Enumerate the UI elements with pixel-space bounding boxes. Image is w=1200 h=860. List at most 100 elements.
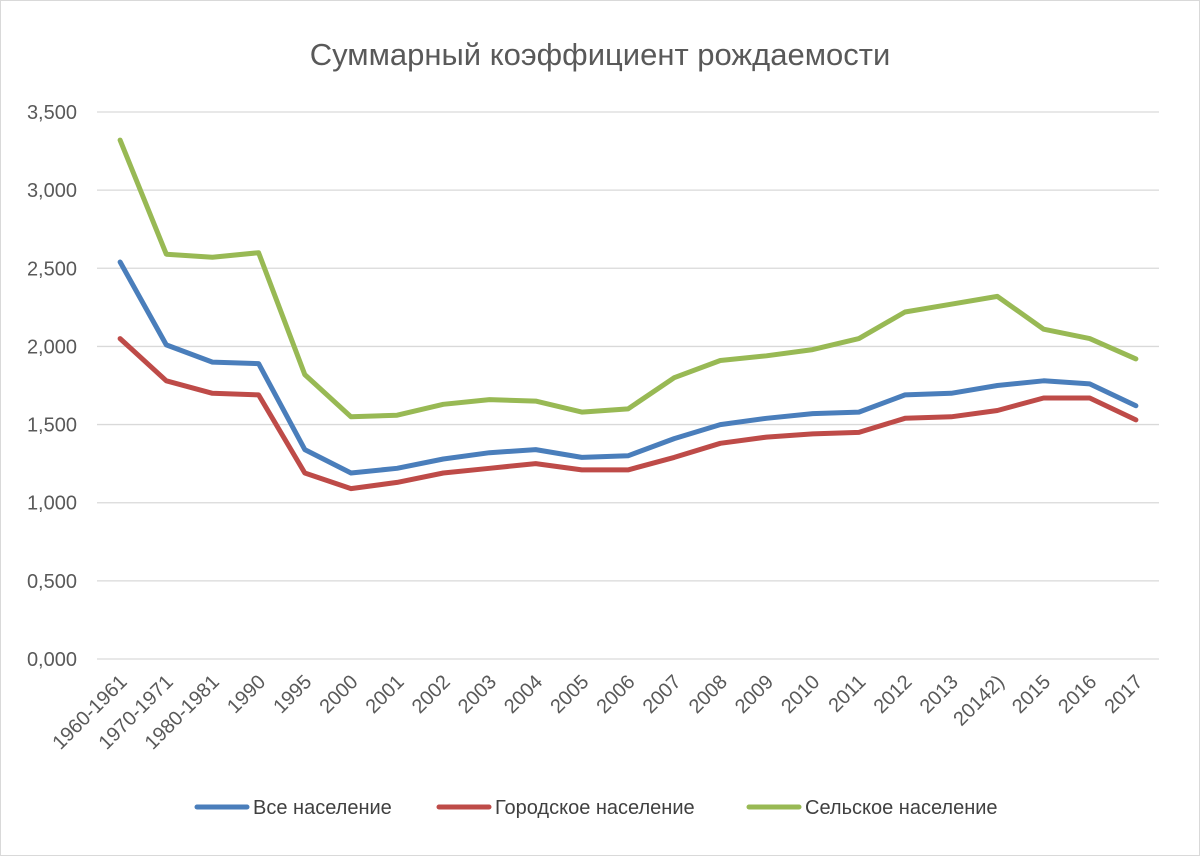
x-tick-label: 2012 [870,671,917,718]
y-tick-label: 1,500 [27,415,77,437]
data-point [996,295,999,298]
data-point [303,471,306,475]
x-tick-label: 2016 [1054,671,1101,718]
data-point [442,471,445,475]
data-point [534,462,537,465]
data-point [349,487,353,490]
data-point [349,415,353,418]
x-tick-label: 2000 [315,671,362,718]
data-point [395,467,399,470]
data-point [857,337,861,340]
data-point [765,435,768,439]
data-point [580,410,584,414]
x-tick-label: 2008 [685,671,732,718]
data-point [257,362,260,365]
y-tick-label: 0,500 [27,571,77,593]
data-point [765,417,768,420]
x-tick-label: 2004 [500,671,547,718]
data-point [626,454,630,458]
chart-title: Суммарный коэффициент рождаемости [310,37,891,72]
data-point [1042,396,1045,400]
data-point [534,399,537,403]
series-line-3 [117,137,1139,420]
x-tick-label: 2001 [362,671,409,718]
x-tick-label: 1990 [223,671,270,718]
y-tick-label: 3,500 [27,102,77,124]
y-tick-label: 0,000 [27,649,77,671]
y-tick-label: 3,000 [27,180,77,202]
data-point [1088,396,1091,400]
data-point [534,448,537,451]
data-point [719,423,722,426]
data-point [118,337,122,340]
data-point [165,379,168,383]
data-point [211,392,214,395]
data-point [118,138,122,142]
data-point [1134,357,1138,361]
data-point [1042,379,1045,383]
legend-label: Сельское население [805,797,998,819]
data-point [672,456,676,459]
y-tick-label: 1,000 [27,493,77,515]
x-tick-label: 2010 [777,671,824,718]
data-point [488,451,491,454]
data-point [257,393,260,397]
y-tick-label: 2,000 [27,336,77,358]
data-point [626,407,630,411]
series-line-2 [117,336,1139,492]
x-tick-label: 1995 [269,671,316,718]
data-point [165,343,168,347]
data-point [211,256,214,259]
data-point [580,468,584,472]
x-tick-label: 2005 [546,671,593,718]
legend-label: Городское население [495,797,695,819]
data-point [1134,404,1138,408]
x-tick-label: 2017 [1100,671,1147,718]
series-lines [117,137,1139,492]
data-point [950,415,953,418]
data-point [950,392,953,395]
data-point [811,348,814,351]
data-point [118,260,122,264]
data-point [488,467,491,470]
data-point [303,373,306,376]
data-point [165,253,168,256]
data-point [857,431,861,434]
data-point [996,409,999,412]
x-tick-label: 20142) [949,671,1009,731]
data-point [903,417,907,420]
data-point [903,393,907,397]
data-point [626,468,630,472]
legend: Все население Городское население Сельское… [194,797,998,819]
x-tick-label: 2007 [639,671,686,718]
data-point [811,432,814,436]
data-point [996,384,999,387]
data-point [765,354,768,358]
data-point [442,457,445,461]
data-point [903,310,907,314]
x-tick-label: 2011 [824,671,870,717]
data-point [1088,382,1091,386]
x-tick-label: 2015 [1008,671,1055,718]
legend-label: Все население [253,797,392,819]
y-tick-label: 2,500 [27,258,77,280]
data-point [303,448,306,451]
y-axis-ticks: 0,000 0,500 1,000 1,500 2,000 2,500 3,000 3,500 [27,102,77,671]
x-tick-label: 2002 [408,671,455,718]
x-tick-label: 2009 [731,671,778,718]
data-point [719,442,722,445]
data-point [1088,337,1091,340]
data-point [950,303,953,306]
data-point [857,410,861,414]
data-point [580,456,584,459]
data-point [1134,418,1138,422]
data-point [349,471,353,475]
data-point [488,398,491,401]
data-point [257,251,260,254]
x-tick-label: 2006 [593,671,640,718]
data-point [672,437,676,440]
data-point [811,412,814,415]
